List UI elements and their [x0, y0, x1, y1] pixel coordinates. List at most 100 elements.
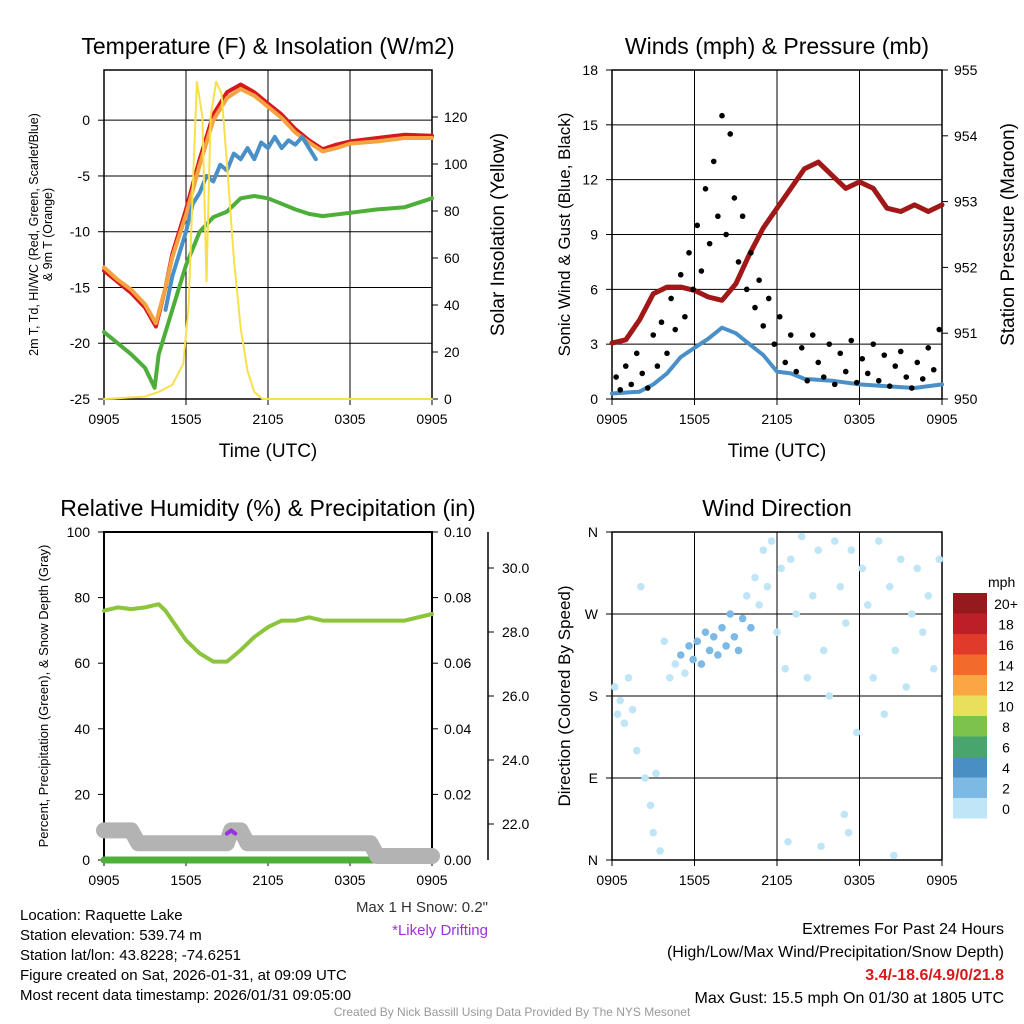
series-pressure-line: [609, 159, 945, 346]
wind-direction-point: [718, 623, 726, 632]
x-tick-label: 1505: [170, 872, 201, 888]
wind-direction-point: [641, 774, 649, 782]
y-tick-label: S: [589, 688, 598, 704]
y2-tick-label: 80: [444, 203, 460, 219]
legend-swatch: [953, 716, 987, 737]
wind-direction-point: [891, 646, 900, 655]
snow-tick-label: 22.0: [502, 816, 529, 832]
series-gust-point: [658, 319, 665, 326]
wind-direction-point: [935, 555, 944, 564]
wind-direction-point: [709, 632, 718, 641]
series-gust-point: [842, 368, 849, 375]
series-gust-point: [820, 374, 827, 380]
y2-tick-label: 0.02: [444, 786, 471, 802]
series-gust-point: [710, 158, 717, 165]
y-tick-label: -10: [70, 224, 90, 240]
y-tick-label: 3: [590, 336, 598, 352]
y-tick-label: E: [589, 770, 598, 786]
series-gust-point: [798, 345, 805, 351]
legend-label: 2: [1002, 781, 1010, 797]
wind-direction-point: [803, 673, 812, 682]
series-gust-point: [875, 377, 882, 384]
series-gust-point: [908, 385, 915, 391]
wind-direction-point: [628, 705, 637, 714]
y2-tick-label: 0.06: [444, 655, 471, 671]
wind-direction-point: [656, 847, 664, 855]
wind-direction-point: [620, 719, 629, 728]
wind-direction-point: [913, 564, 922, 573]
series-gust-point: [715, 213, 721, 220]
x-axis-label: Time (UTC): [728, 441, 827, 462]
info-created: Figure created on Sat, 2026-01-31, at 09…: [20, 967, 347, 984]
wind-direction-point: [777, 564, 785, 573]
y2-tick-label: 0.00: [444, 852, 471, 868]
wind-direction-point: [844, 828, 853, 837]
series-gust-point: [870, 341, 877, 347]
wind-direction-point: [681, 669, 689, 678]
series-gust-point: [848, 337, 855, 344]
series-gust-point: [936, 326, 943, 333]
series-gust-point: [925, 345, 932, 351]
x-tick-label: 0905: [88, 872, 119, 888]
plot-frame: [103, 531, 433, 861]
x-tick-label: 2105: [761, 411, 792, 427]
legend-swatch: [953, 675, 987, 696]
y-axis-label-2: & 9m T (Orange): [41, 188, 55, 281]
legend-title: mph: [988, 574, 1015, 590]
series-gust-point: [698, 268, 705, 274]
wind-direction-point: [840, 810, 849, 819]
legend-label: 6: [1002, 740, 1010, 756]
snow-tick-label: 26.0: [502, 688, 529, 704]
y-tick-label: -15: [70, 279, 90, 295]
y-tick-label: N: [588, 852, 598, 868]
wind-direction-point: [763, 582, 772, 591]
wind-direction-point: [814, 546, 823, 555]
wind-direction-point: [632, 746, 641, 755]
series-gust-point: [881, 352, 888, 358]
wind-direction-point: [858, 564, 867, 573]
legend-label: 14: [998, 658, 1014, 674]
plot-frame: [611, 531, 943, 861]
series-gust-point: [702, 186, 709, 192]
wind-direction-point: [902, 683, 911, 691]
x-tick-label: 0905: [926, 411, 957, 427]
x-tick-label: 1505: [170, 411, 201, 427]
series-gust-point: [809, 332, 816, 338]
wind-direction-point: [637, 582, 645, 591]
y-axis-label: Percent, Precipitation (Green), & Snow D…: [36, 545, 51, 848]
x-tick-label: 0305: [844, 872, 875, 888]
wind-direction-point: [616, 696, 625, 705]
series-gust-point: [622, 363, 629, 369]
x-tick-label: 0305: [334, 872, 365, 888]
legend-label: 8: [1002, 719, 1010, 735]
wind-direction-point: [665, 673, 674, 682]
extremes-box: Extremes For Past 24 Hours (High/Low/Max…: [667, 918, 1004, 1010]
info-location: Location: Raquette Lake: [20, 907, 183, 924]
y2-tick-label: 20: [444, 344, 460, 360]
x-tick-label: 0905: [88, 411, 119, 427]
legend-label: 16: [998, 637, 1014, 653]
legend-label: 4: [1002, 760, 1010, 776]
y-axis-label: Direction (Colored By Speed): [555, 585, 574, 806]
legend-swatch: [953, 593, 987, 614]
legend-swatch: [953, 695, 987, 716]
series-gust-point: [639, 370, 646, 377]
wind-direction-point: [742, 591, 751, 600]
wind-direction-point: [649, 828, 658, 837]
x-tick-label: 2105: [252, 411, 283, 427]
x-tick-label: 0905: [416, 411, 447, 427]
y-tick-label: 6: [590, 281, 598, 297]
wind-direction-point: [705, 646, 714, 655]
wind-direction-point: [755, 601, 763, 609]
series-gust-point: [682, 313, 688, 320]
wind-direction-point: [819, 646, 828, 655]
wind-direction-point: [693, 637, 702, 646]
y-tick-label: 18: [582, 62, 598, 78]
wind-direction-point: [896, 555, 905, 564]
legend-swatch: [953, 634, 987, 655]
series-snow-depth-line: [96, 822, 440, 864]
x-tick-label: 2105: [252, 872, 283, 888]
series-sonic-wind-line: [610, 325, 944, 396]
series-gust-point: [633, 350, 640, 357]
y-tick-label: -20: [70, 335, 90, 351]
